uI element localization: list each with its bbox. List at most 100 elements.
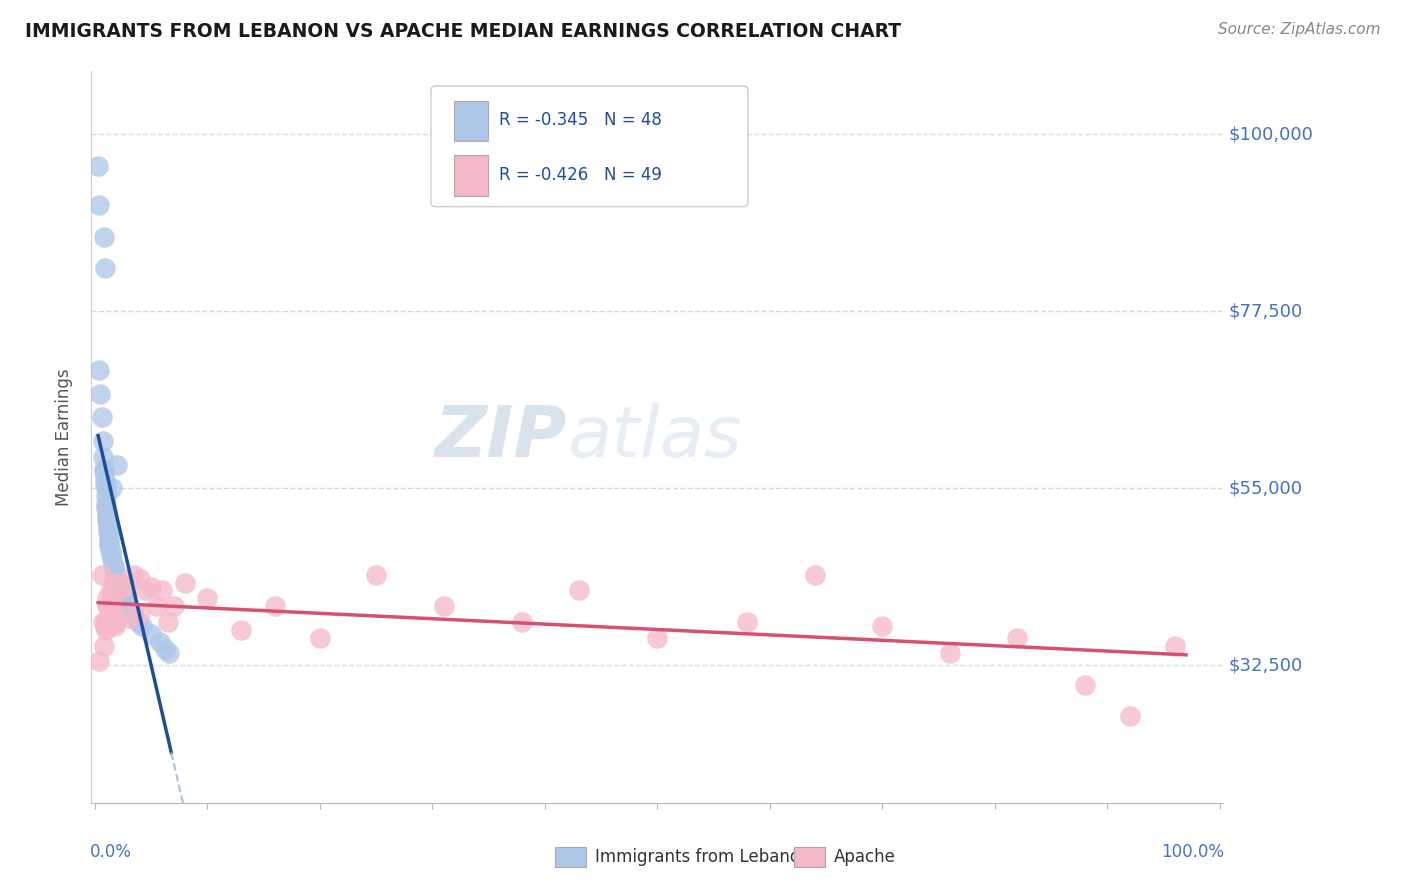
- Point: [94, 623, 117, 637]
- Point: [98, 533, 121, 547]
- Text: R = -0.345   N = 48: R = -0.345 N = 48: [499, 112, 662, 129]
- Point: [97, 599, 120, 614]
- Point: [122, 607, 145, 621]
- Point: [100, 548, 122, 562]
- Point: [97, 520, 120, 534]
- Text: $32,500: $32,500: [1229, 657, 1303, 674]
- Point: [96, 508, 118, 523]
- Point: [145, 599, 167, 614]
- Point: [101, 575, 124, 590]
- Point: [122, 567, 145, 582]
- Point: [98, 528, 121, 542]
- Point: [91, 450, 114, 464]
- Point: [94, 615, 117, 629]
- Point: [156, 615, 179, 629]
- Point: [162, 599, 184, 614]
- Point: [139, 626, 162, 640]
- Point: [100, 544, 122, 558]
- Text: R = -0.426   N = 49: R = -0.426 N = 49: [499, 166, 662, 185]
- Text: Immigrants from Lebanon: Immigrants from Lebanon: [595, 848, 810, 866]
- Point: [87, 159, 110, 173]
- Point: [105, 583, 128, 598]
- Text: IMMIGRANTS FROM LEBANON VS APACHE MEDIAN EARNINGS CORRELATION CHART: IMMIGRANTS FROM LEBANON VS APACHE MEDIAN…: [25, 22, 901, 41]
- Point: [90, 567, 112, 582]
- Text: $55,000: $55,000: [1229, 479, 1303, 497]
- Point: [90, 410, 112, 425]
- Point: [134, 583, 156, 598]
- Point: [1164, 639, 1187, 653]
- Point: [100, 587, 122, 601]
- Point: [98, 540, 121, 554]
- Point: [112, 580, 135, 594]
- Point: [1007, 631, 1029, 645]
- Point: [96, 591, 118, 606]
- Point: [97, 524, 120, 539]
- Point: [104, 564, 127, 578]
- Point: [94, 260, 117, 275]
- Text: $100,000: $100,000: [1229, 125, 1313, 144]
- Bar: [454, 101, 488, 141]
- Text: Apache: Apache: [834, 848, 896, 866]
- Point: [567, 583, 589, 598]
- Point: [737, 615, 759, 629]
- Point: [117, 599, 139, 614]
- Point: [93, 461, 115, 475]
- Point: [89, 198, 111, 212]
- Point: [1074, 678, 1097, 692]
- Point: [872, 619, 894, 633]
- Point: [1119, 709, 1142, 723]
- Point: [153, 642, 176, 657]
- Point: [97, 516, 120, 531]
- Point: [91, 434, 114, 448]
- Point: [96, 513, 118, 527]
- Point: [89, 654, 111, 668]
- Point: [105, 575, 128, 590]
- Y-axis label: Median Earnings: Median Earnings: [55, 368, 73, 506]
- Point: [94, 497, 117, 511]
- Point: [117, 611, 139, 625]
- Point: [94, 489, 117, 503]
- Point: [804, 567, 827, 582]
- Point: [263, 599, 285, 614]
- Point: [94, 619, 117, 633]
- Point: [98, 536, 121, 550]
- Point: [93, 639, 115, 653]
- Point: [139, 580, 162, 594]
- Point: [108, 575, 131, 590]
- Point: [115, 595, 138, 609]
- Point: [149, 634, 172, 648]
- Point: [89, 387, 111, 401]
- Point: [94, 481, 117, 495]
- Point: [108, 583, 131, 598]
- Point: [939, 646, 962, 660]
- Point: [101, 556, 124, 570]
- Point: [105, 458, 128, 472]
- Text: 0.0%: 0.0%: [90, 843, 132, 861]
- Text: Source: ZipAtlas.com: Source: ZipAtlas.com: [1218, 22, 1381, 37]
- Bar: [454, 155, 488, 195]
- Point: [173, 575, 195, 590]
- Text: atlas: atlas: [567, 402, 741, 472]
- Point: [131, 619, 153, 633]
- Point: [100, 481, 122, 495]
- Point: [96, 505, 118, 519]
- Point: [103, 559, 125, 574]
- Point: [308, 631, 330, 645]
- Point: [127, 615, 149, 629]
- Point: [647, 631, 669, 645]
- FancyBboxPatch shape: [430, 86, 748, 207]
- Text: $77,500: $77,500: [1229, 302, 1303, 320]
- Point: [157, 646, 180, 660]
- Point: [100, 599, 122, 614]
- Point: [510, 615, 533, 629]
- Point: [103, 607, 125, 621]
- Point: [128, 572, 150, 586]
- Point: [112, 591, 135, 606]
- Point: [93, 466, 115, 480]
- Point: [150, 583, 173, 598]
- Point: [98, 615, 121, 629]
- Point: [91, 615, 114, 629]
- Point: [93, 229, 115, 244]
- Point: [111, 587, 134, 601]
- Point: [94, 477, 117, 491]
